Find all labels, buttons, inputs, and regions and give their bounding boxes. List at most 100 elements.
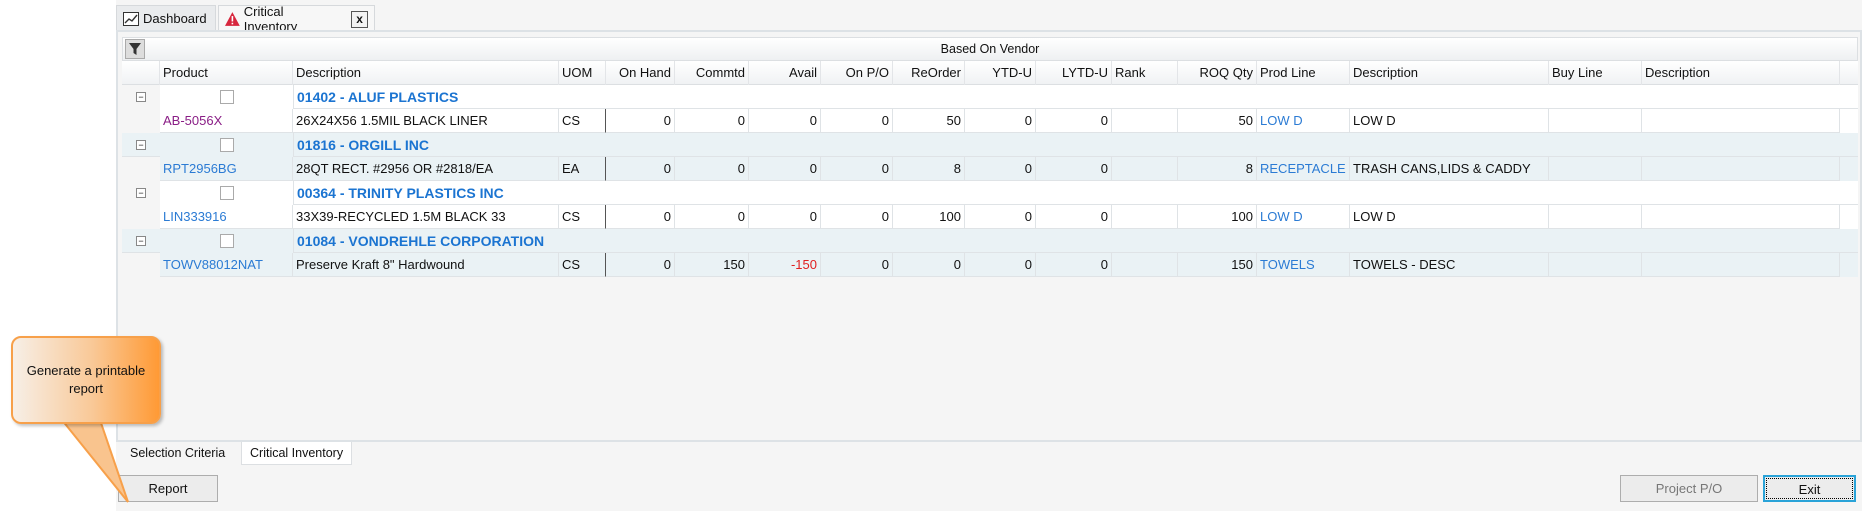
cell-prod-line[interactable]: LOW D: [1257, 109, 1350, 133]
column-header[interactable]: YTD-U: [965, 60, 1036, 85]
column-header[interactable]: Buy Line: [1549, 60, 1642, 85]
filter-button[interactable]: [125, 39, 145, 59]
tab-selection-criteria[interactable]: Selection Criteria: [130, 446, 226, 460]
tab-dashboard[interactable]: Dashboard: [116, 5, 216, 31]
cell-description: 33X39-RECYCLED 1.5M BLACK 33: [293, 205, 559, 229]
cell-reorder: 100: [893, 205, 965, 229]
cell-lytd-u: 0: [1036, 157, 1112, 181]
table-row[interactable]: AB-5056X 26X24X56 1.5MIL BLACK LINER CS 0 0 0…: [122, 109, 1858, 133]
row-indent: [122, 109, 160, 133]
cell-buy-line: [1549, 109, 1642, 133]
cell-ytd-u: 0: [965, 253, 1036, 277]
column-header[interactable]: ROQ Qty: [1178, 60, 1257, 85]
select-cell: [160, 228, 293, 253]
column-header[interactable]: ReOrder: [893, 60, 965, 85]
callout-text: Generate a printable report: [26, 363, 146, 396]
group-checkbox[interactable]: [219, 90, 234, 105]
grid-body: − 01402 - ALUF PLASTICS AB-5056X 26X24X56 1…: [122, 84, 1858, 277]
cell-on-po: 0: [821, 205, 893, 229]
select-cell: [160, 132, 293, 157]
cell-reorder: 8: [893, 157, 965, 181]
column-header[interactable]: UOM: [559, 60, 606, 85]
cell-product[interactable]: TOWV88012NAT: [160, 253, 293, 277]
column-header[interactable]: [122, 60, 160, 85]
column-header[interactable]: On P/O: [821, 60, 893, 85]
cell-prod-line-desc: TOWELS - DESC: [1350, 253, 1549, 277]
project-po-button[interactable]: Project P/O: [1620, 475, 1758, 502]
column-header[interactable]: Description: [1642, 60, 1840, 85]
group-checkbox[interactable]: [219, 138, 234, 153]
table-row[interactable]: LIN333916 33X39-RECYCLED 1.5M BLACK 33 CS 0…: [122, 205, 1858, 229]
cell-rank: [1112, 205, 1178, 229]
cell-prod-line[interactable]: LOW D: [1257, 205, 1350, 229]
cell-uom: CS: [559, 109, 606, 133]
report-button[interactable]: Report: [118, 475, 218, 502]
table-row[interactable]: RPT2956BG 28QT RECT. #2956 OR #2818/EA EA 0…: [122, 157, 1858, 181]
group-checkbox[interactable]: [219, 186, 234, 201]
column-header[interactable]: LYTD-U: [1036, 60, 1112, 85]
group-row: − 01816 - ORGILL INC: [122, 132, 1858, 157]
group-row: − 01084 - VONDREHLE CORPORATION: [122, 228, 1858, 253]
column-header[interactable]: Description: [1350, 60, 1549, 85]
cell-buy-line-desc: [1642, 205, 1840, 229]
cell-on-hand: 0: [606, 109, 675, 133]
cell-prod-line[interactable]: RECEPTACLE: [1257, 157, 1350, 181]
row-indent: [122, 157, 160, 181]
cell-reorder: 50: [893, 109, 965, 133]
close-tab-button[interactable]: x: [351, 10, 368, 28]
cell-buy-line: [1549, 253, 1642, 277]
cell-description: Preserve Kraft 8" Hardwound: [293, 253, 559, 277]
cell-on-po: 0: [821, 109, 893, 133]
cell-roq-qty: 150: [1178, 253, 1257, 277]
cell-description: 26X24X56 1.5MIL BLACK LINER: [293, 109, 559, 133]
cell-uom: CS: [559, 205, 606, 229]
expander[interactable]: −: [122, 133, 160, 157]
inventory-grid: Based On Vendor Product Description UOM On …: [122, 37, 1858, 277]
group-by-label: Based On Vendor: [940, 42, 1040, 56]
group-row: − 01402 - ALUF PLASTICS: [122, 84, 1858, 109]
cell-lytd-u: 0: [1036, 109, 1112, 133]
cell-ytd-u: 0: [965, 109, 1036, 133]
cell-commtd: 0: [675, 205, 749, 229]
exit-button[interactable]: Exit: [1763, 475, 1856, 502]
cell-description: 28QT RECT. #2956 OR #2818/EA: [293, 157, 559, 181]
tab-critical-inventory-bottom[interactable]: Critical Inventory: [241, 442, 353, 465]
column-header[interactable]: Rank: [1112, 60, 1178, 85]
cell-rank: [1112, 157, 1178, 181]
cell-buy-line-desc: [1642, 253, 1840, 277]
column-header[interactable]: Prod Line: [1257, 60, 1350, 85]
expander[interactable]: −: [122, 180, 160, 205]
column-header[interactable]: Description: [293, 60, 559, 85]
content-panel: Based On Vendor Product Description UOM On …: [116, 30, 1862, 442]
collapse-icon: −: [136, 187, 146, 198]
callout-tail: [59, 419, 129, 503]
table-row[interactable]: TOWV88012NAT Preserve Kraft 8" Hardwound C…: [122, 253, 1858, 277]
row-indent: [122, 253, 160, 277]
expander[interactable]: −: [122, 229, 160, 253]
tab-critical-inventory[interactable]: Critical Inventory x: [218, 4, 375, 34]
group-checkbox[interactable]: [219, 234, 234, 249]
cell-avail: 0: [749, 205, 821, 229]
column-header[interactable]: Avail: [749, 60, 821, 85]
cell-reorder: 0: [893, 253, 965, 277]
column-header[interactable]: Commtd: [675, 60, 749, 85]
cell-on-po: 0: [821, 253, 893, 277]
cell-rank: [1112, 109, 1178, 133]
cell-avail: -150: [749, 253, 821, 277]
vendor-name: 00364 - TRINITY PLASTICS INC: [293, 180, 1858, 205]
cell-uom: CS: [559, 253, 606, 277]
warning-icon: [225, 12, 240, 26]
column-header[interactable]: On Hand: [606, 60, 675, 85]
cell-lytd-u: 0: [1036, 253, 1112, 277]
cell-on-hand: 0: [606, 205, 675, 229]
cell-uom: EA: [559, 157, 606, 181]
cell-buy-line-desc: [1642, 157, 1840, 181]
column-header[interactable]: Product: [160, 60, 293, 85]
cell-roq-qty: 8: [1178, 157, 1257, 181]
vendor-name: 01816 - ORGILL INC: [293, 132, 1858, 157]
select-cell: [160, 84, 293, 109]
collapse-icon: −: [136, 91, 146, 102]
expander[interactable]: −: [122, 84, 160, 109]
cell-rank: [1112, 253, 1178, 277]
cell-prod-line[interactable]: TOWELS: [1257, 253, 1350, 277]
